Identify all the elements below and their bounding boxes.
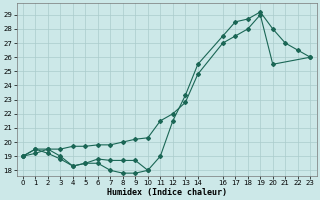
X-axis label: Humidex (Indice chaleur): Humidex (Indice chaleur) <box>107 188 227 197</box>
